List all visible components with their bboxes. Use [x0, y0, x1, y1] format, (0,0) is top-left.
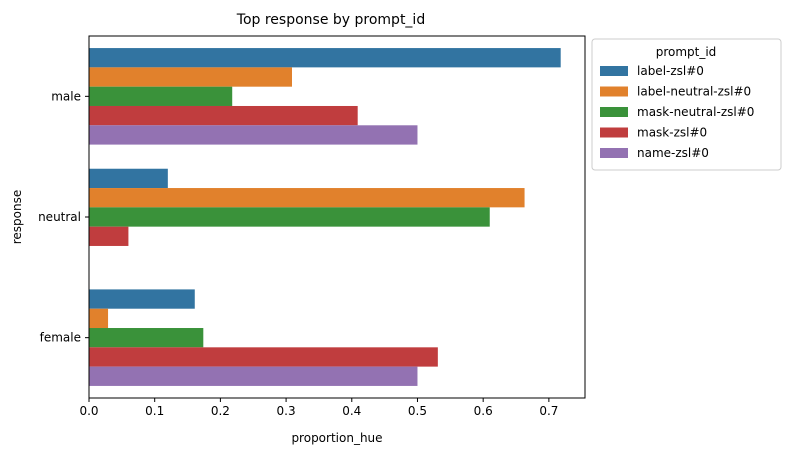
y-tick-label: male: [51, 89, 81, 103]
y-axis-label: response: [10, 190, 24, 245]
y-axis: male neutral female: [38, 89, 89, 345]
legend-title: prompt_id: [656, 45, 717, 59]
bar: [89, 67, 292, 87]
bar: [89, 289, 195, 309]
bar: [89, 48, 561, 68]
bar: [89, 308, 109, 329]
legend-entry: label-zsl#0: [637, 64, 704, 78]
x-tick-label: 0.6: [474, 404, 493, 418]
legend-items: label-zsl#0 label-neutral-zsl#0 mask-neutr…: [600, 64, 754, 160]
x-tick-label: 0.5: [408, 404, 427, 418]
x-tick-label: 0.0: [79, 404, 98, 418]
x-axis: 0.0 0.1 0.2 0.3 0.4 0.5 0.6 0.7: [79, 398, 558, 418]
y-tick-label: neutral: [38, 210, 81, 224]
x-axis-label: proportion_hue: [291, 431, 382, 445]
bar: [89, 105, 358, 126]
legend-entry: name-zsl#0: [637, 146, 709, 160]
y-tick-label: female: [40, 331, 81, 345]
bar: [89, 347, 438, 367]
bar: [89, 328, 204, 348]
bars-group: [89, 48, 561, 386]
bar: [89, 188, 525, 208]
legend-swatch: [600, 66, 628, 76]
legend-entry: mask-zsl#0: [637, 126, 707, 140]
legend-swatch: [600, 86, 628, 97]
bar: [89, 366, 418, 386]
bar: [89, 168, 168, 189]
bar: [89, 226, 129, 246]
bar: [89, 207, 490, 227]
x-tick-label: 0.3: [277, 404, 296, 418]
legend-swatch: [600, 127, 628, 138]
x-tick-label: 0.7: [539, 404, 558, 418]
x-tick-label: 0.2: [211, 404, 230, 418]
legend-swatch: [600, 148, 628, 158]
legend: prompt_id label-zsl#0 label-neutral-zsl#0…: [591, 38, 782, 171]
bar: [89, 86, 233, 106]
x-tick-label: 0.1: [145, 404, 164, 418]
legend-entry: label-neutral-zsl#0: [637, 85, 751, 99]
chart-title: Top response by prompt_id: [236, 12, 425, 28]
bar: [89, 125, 418, 145]
legend-swatch: [600, 107, 628, 117]
legend-box: [591, 38, 782, 171]
x-tick-label: 0.4: [342, 404, 361, 418]
legend-entry: mask-neutral-zsl#0: [637, 105, 754, 119]
